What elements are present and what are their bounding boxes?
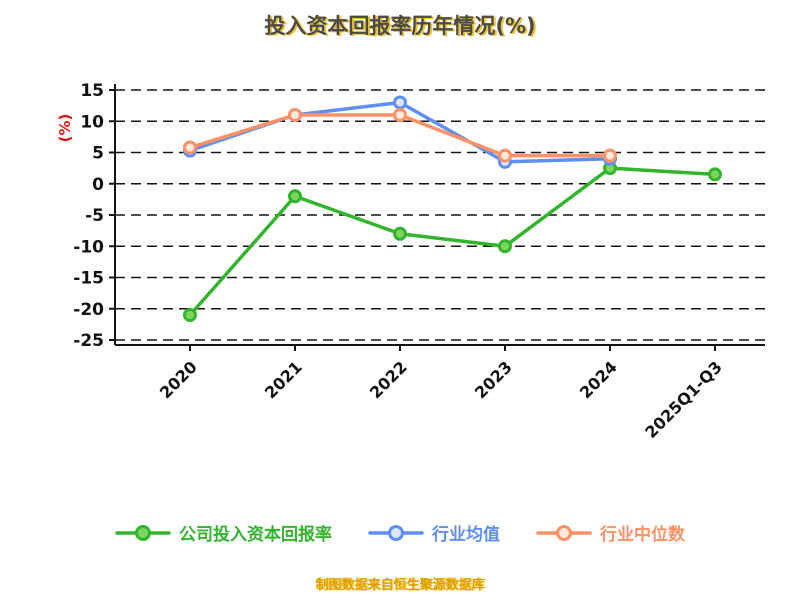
y-tick-label: -5 bbox=[85, 206, 104, 226]
y-tick-label: -20 bbox=[73, 300, 104, 320]
legend-item: 行业均值 bbox=[368, 520, 500, 545]
legend: 公司投入资本回报率 行业均值 行业中位数 bbox=[0, 520, 800, 545]
y-tick-label: 0 bbox=[92, 175, 104, 195]
line-chart: 15 10 5 0 -5 -10 -15 -20 -25 2020 2021 2022 2023 2024… bbox=[56, 81, 765, 442]
data-point-marker bbox=[393, 226, 407, 241]
data-point-marker bbox=[288, 108, 302, 122]
legend-label: 行业中位数 bbox=[600, 525, 685, 545]
legend-item: 公司投入资本回报率 bbox=[115, 520, 332, 545]
x-tick-label: 2025Q1-Q3 bbox=[641, 357, 726, 442]
data-point-marker bbox=[498, 148, 512, 163]
x-tick-label: 2020 bbox=[156, 357, 201, 402]
data-point-marker bbox=[498, 239, 512, 254]
data-point-marker bbox=[603, 148, 617, 163]
x-tick-label: 2022 bbox=[366, 357, 411, 402]
y-tick-label: 5 bbox=[92, 144, 104, 164]
x-tick-label: 2024 bbox=[576, 357, 621, 402]
legend-marker-icon bbox=[536, 524, 592, 541]
x-tick-label: 2023 bbox=[471, 357, 516, 402]
legend-marker-icon bbox=[368, 524, 424, 541]
data-point-marker bbox=[393, 108, 407, 122]
legend-label: 公司投入资本回报率 bbox=[179, 525, 332, 545]
legend-label: 行业均值 bbox=[432, 525, 500, 545]
y-tick-label: -10 bbox=[73, 237, 104, 257]
y-tick-label: 15 bbox=[80, 81, 104, 101]
data-point-marker bbox=[183, 308, 197, 322]
y-tick-label: -25 bbox=[73, 331, 104, 351]
data-point-marker bbox=[183, 140, 197, 155]
legend-item: 行业中位数 bbox=[536, 520, 685, 545]
y-tick-label: -15 bbox=[73, 269, 104, 289]
footer-source: 制图数据来自恒生聚源数据库 bbox=[315, 578, 485, 593]
y-tick-label: 10 bbox=[80, 112, 104, 132]
data-point-marker bbox=[393, 95, 407, 110]
series-line bbox=[188, 166, 717, 317]
y-axis-label: (%) bbox=[56, 114, 74, 143]
x-tick-label: 2021 bbox=[261, 357, 306, 402]
data-point-marker bbox=[288, 189, 302, 204]
legend-marker-icon bbox=[115, 524, 171, 541]
data-point-marker bbox=[708, 167, 722, 182]
chart-title: 投入资本回报率历年情况(%) bbox=[264, 14, 536, 38]
